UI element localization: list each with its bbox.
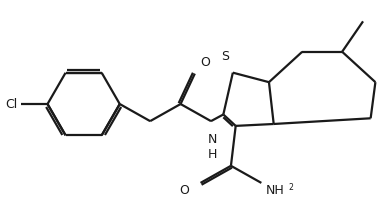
Text: N: N <box>208 133 218 145</box>
Text: Cl: Cl <box>5 98 17 111</box>
Text: O: O <box>179 184 189 197</box>
Text: H: H <box>208 148 218 161</box>
Text: S: S <box>221 50 229 63</box>
Text: O: O <box>201 56 210 69</box>
Text: NH: NH <box>266 184 285 197</box>
Text: $_2$: $_2$ <box>288 181 294 194</box>
